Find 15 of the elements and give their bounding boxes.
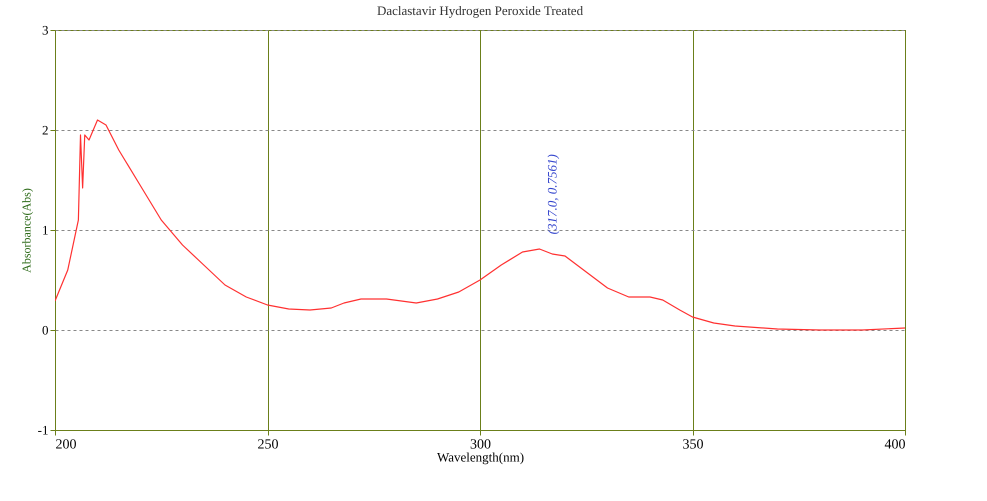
y-tick-label: 2: [42, 122, 48, 138]
x-tick-label: 200: [56, 438, 76, 452]
x-axis-title: Wavelength(nm): [436, 450, 524, 464]
y-tick-label: 0: [42, 322, 48, 338]
x-tick-label: 250: [258, 438, 278, 452]
x-tick-label: 350: [682, 438, 704, 452]
chart-title: Daclastavir Hydrogen Peroxide Treated: [376, 3, 584, 18]
annotation: (317.0, 0.7561): [544, 154, 560, 234]
y-tick-label: 3: [42, 22, 48, 38]
x-tick-label: 300: [470, 438, 491, 452]
y-tick-label: -1: [38, 422, 48, 438]
line-series: [55, 119, 905, 331]
x-tick-label: 400: [884, 438, 906, 452]
y-axis-title: Absorbance(Abs): [20, 188, 34, 273]
y-tick-label: 1: [42, 222, 48, 238]
